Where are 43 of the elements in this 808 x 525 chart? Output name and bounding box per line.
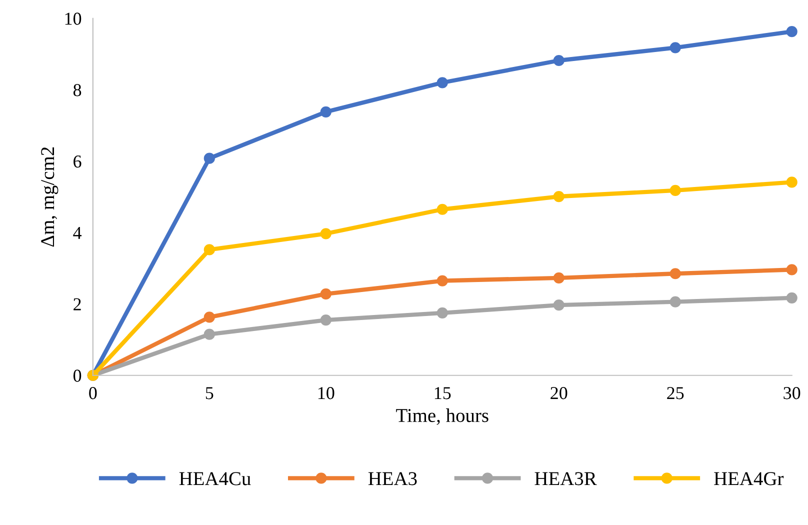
y-tick-label: 4	[73, 226, 82, 239]
y-tick-label: 10	[65, 12, 82, 25]
y-tick-label: 6	[74, 155, 82, 168]
point	[436, 77, 448, 88]
legend-label: HEA4Cu	[179, 472, 251, 486]
point	[204, 244, 215, 256]
x-tick-label: 30	[784, 387, 800, 400]
x-tick-label: 10	[318, 387, 334, 400]
legend-label: HEA4Gr	[714, 472, 784, 486]
x-tick-label: 25	[667, 387, 684, 400]
x-tick-label: 5	[206, 387, 214, 400]
point	[320, 228, 332, 240]
legend-label: HEA3	[368, 472, 417, 486]
point	[320, 314, 332, 326]
y-tick-label: 2	[74, 298, 81, 310]
point	[204, 312, 215, 323]
point	[670, 42, 681, 54]
point	[670, 184, 681, 196]
point	[553, 272, 564, 284]
point	[204, 328, 215, 340]
point	[436, 307, 448, 318]
point	[553, 190, 564, 202]
x-tick-label: 15	[434, 387, 451, 400]
point	[786, 292, 798, 304]
point	[670, 296, 681, 308]
point	[786, 26, 798, 38]
point	[553, 54, 564, 66]
legend-label: HEA3R	[534, 472, 597, 486]
point	[436, 204, 448, 215]
y-axis-title: Δm, mg/cm2	[41, 147, 58, 247]
point	[786, 264, 798, 276]
y-tick-label: 0	[73, 370, 82, 382]
x-tick-label: 0	[89, 387, 97, 400]
point	[320, 288, 332, 300]
point	[553, 299, 564, 311]
point	[204, 152, 215, 164]
point	[670, 268, 681, 280]
x-axis-title: Time, hours	[396, 408, 488, 425]
point	[436, 275, 448, 286]
x-tick-label: 20	[550, 387, 568, 400]
point	[786, 176, 798, 188]
y-tick-label: 8	[73, 84, 82, 96]
point	[320, 106, 332, 118]
